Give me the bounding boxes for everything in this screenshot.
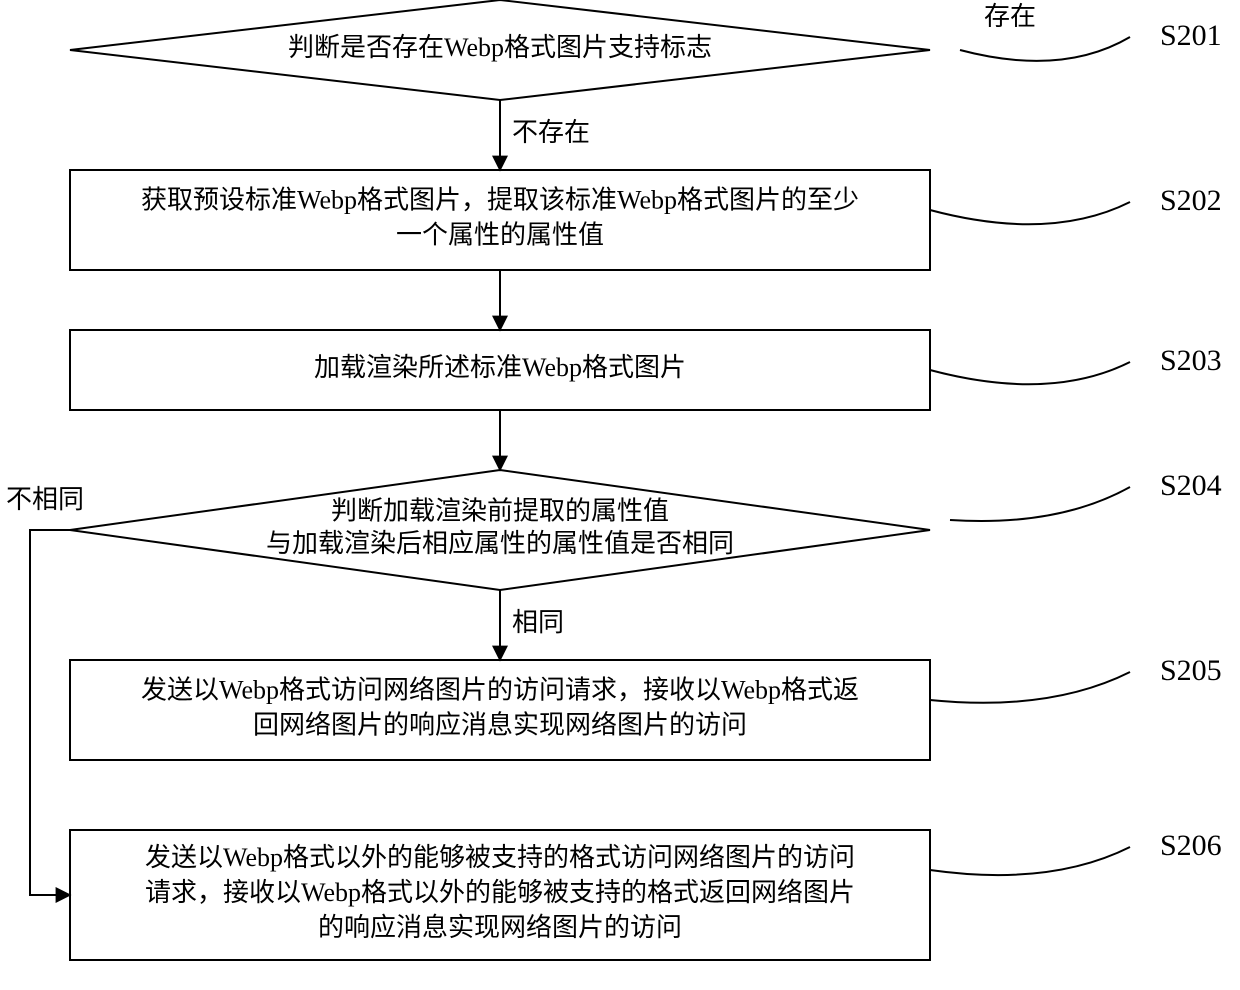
flow-box-text: 发送以Webp格式以外的能够被支持的格式访问网络图片的访问 bbox=[145, 843, 855, 872]
step-label: S203 bbox=[1160, 344, 1222, 377]
step-callout-curve bbox=[930, 672, 1130, 703]
flow-box-text: 回网络图片的响应消息实现网络图片的访问 bbox=[253, 710, 747, 739]
step-callout-curve bbox=[950, 487, 1130, 521]
step-callout-curve bbox=[930, 202, 1130, 224]
flow-box-text: 加载渲染所述标准Webp格式图片 bbox=[314, 353, 686, 382]
flow-box-text: 的响应消息实现网络图片的访问 bbox=[318, 913, 682, 942]
edge-label: 相同 bbox=[512, 608, 564, 637]
flow-diamond-text: 判断加载渲染前提取的属性值 bbox=[331, 497, 669, 526]
edge-label: 不相同 bbox=[6, 485, 84, 514]
flow-box-text: 一个属性的属性值 bbox=[396, 220, 604, 249]
step-callout-curve bbox=[930, 847, 1130, 875]
flow-edge bbox=[30, 530, 70, 895]
step-label: S205 bbox=[1160, 654, 1222, 687]
edge-label: 存在 bbox=[984, 2, 1036, 31]
step-label: S202 bbox=[1160, 184, 1222, 217]
flow-box-text: 发送以Webp格式访问网络图片的访问请求，接收以Webp格式返 bbox=[141, 675, 859, 704]
step-callout-curve bbox=[960, 37, 1130, 61]
flow-box-text: 获取预设标准Webp格式图片，提取该标准Webp格式图片的至少 bbox=[141, 185, 859, 214]
step-callout-curve bbox=[930, 362, 1130, 384]
flow-diamond-text: 判断是否存在Webp格式图片支持标志 bbox=[288, 33, 712, 62]
step-label: S201 bbox=[1160, 19, 1222, 52]
step-label: S204 bbox=[1160, 469, 1222, 502]
flow-box-text: 请求，接收以Webp格式以外的能够被支持的格式返回网络图片 bbox=[145, 878, 855, 907]
flow-diamond-text: 与加载渲染后相应属性的属性值是否相同 bbox=[266, 529, 734, 558]
step-label: S206 bbox=[1160, 829, 1222, 862]
edge-label: 不存在 bbox=[512, 118, 590, 147]
